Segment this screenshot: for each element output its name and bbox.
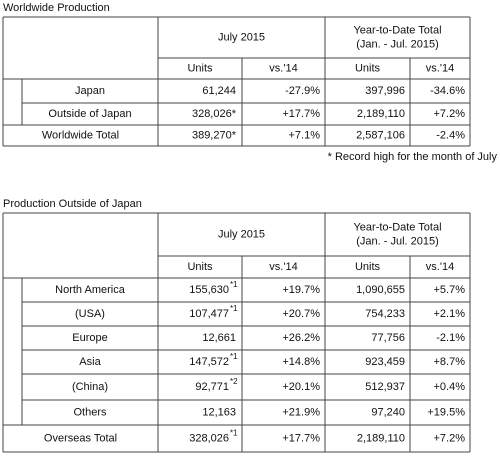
column-header: Units — [355, 62, 381, 74]
column-header: Units — [355, 261, 381, 273]
header-ytd: Year-to-Date Total — [353, 221, 441, 233]
note: * Record high for the month of July — [328, 151, 498, 163]
column-header: vs.'14 — [269, 62, 297, 74]
cell: 107,477 — [189, 308, 229, 320]
cell: +20.1% — [282, 381, 320, 393]
row-label: (China) — [72, 381, 108, 393]
cell: +19.5% — [427, 406, 465, 418]
cell: +17.7% — [282, 432, 320, 444]
row-label: North America — [55, 284, 126, 296]
cell: 12,163 — [202, 406, 236, 418]
row-label: Asia — [79, 356, 101, 368]
cell: 77,756 — [371, 332, 405, 344]
cell: 2,189,110 — [357, 432, 405, 444]
column-header: Units — [187, 62, 213, 74]
cell: 923,459 — [365, 356, 405, 368]
cell: 97,240 — [371, 406, 405, 418]
header-ytd: (Jan. - Jul. 2015) — [356, 38, 439, 50]
row-label: (USA) — [75, 308, 105, 320]
cell: 389,270* — [192, 129, 237, 141]
cell: +26.2% — [282, 332, 320, 344]
cell: -34.6% — [430, 85, 465, 97]
cell: 2,189,110 — [357, 108, 405, 120]
column-header: vs.'14 — [269, 261, 297, 273]
column-header: vs.'14 — [426, 261, 454, 273]
cell: 12,661 — [202, 332, 236, 344]
cell: 754,233 — [365, 308, 405, 320]
footnote-ref: *1 — [230, 280, 238, 289]
footnote-ref: *2 — [230, 377, 238, 386]
row-label: Worldwide Total — [42, 129, 119, 141]
header-ytd: (Jan. - Jul. 2015) — [356, 235, 439, 247]
cell: +17.7% — [282, 108, 320, 120]
cell: 328,026 — [189, 432, 229, 444]
cell: 92,771 — [195, 381, 229, 393]
cell: 61,244 — [202, 85, 236, 97]
cell: +21.9% — [282, 406, 320, 418]
header-ytd: Year-to-Date Total — [353, 24, 441, 36]
cell: -2.4% — [436, 129, 465, 141]
column-header: vs.'14 — [426, 62, 454, 74]
cell: +8.7% — [434, 356, 466, 368]
row-label: Outside of Japan — [48, 108, 131, 120]
cell: +7.2% — [434, 108, 466, 120]
cell: -27.9% — [285, 85, 320, 97]
footnote-ref: *1 — [230, 304, 238, 313]
cell: 512,937 — [365, 381, 405, 393]
header-period: July 2015 — [218, 31, 265, 43]
cell: +7.2% — [434, 432, 466, 444]
cell: 155,630 — [189, 284, 229, 296]
footnote-ref: *1 — [230, 352, 238, 361]
cell: -2.1% — [436, 332, 465, 344]
row-label: Japan — [75, 85, 105, 97]
cell: +19.7% — [282, 284, 320, 296]
cell: +2.1% — [434, 308, 466, 320]
footnote-ref: *1 — [230, 429, 238, 438]
cell: 147,572 — [189, 356, 229, 368]
row-label: Overseas Total — [44, 432, 117, 444]
cell: 397,996 — [365, 85, 405, 97]
cell: +7.1% — [289, 129, 321, 141]
cell: 2,587,106 — [356, 129, 405, 141]
section-title: Worldwide Production — [3, 2, 110, 14]
cell: +0.4% — [434, 381, 466, 393]
cell: 328,026* — [192, 108, 237, 120]
header-period: July 2015 — [218, 228, 265, 240]
cell: +14.8% — [282, 356, 320, 368]
row-label: Europe — [72, 332, 107, 344]
row-label: Others — [73, 406, 107, 418]
column-header: Units — [187, 261, 213, 273]
cell: 1,090,655 — [356, 284, 405, 296]
section-title: Production Outside of Japan — [3, 198, 142, 210]
cell: +20.7% — [282, 308, 320, 320]
cell: +5.7% — [434, 284, 466, 296]
